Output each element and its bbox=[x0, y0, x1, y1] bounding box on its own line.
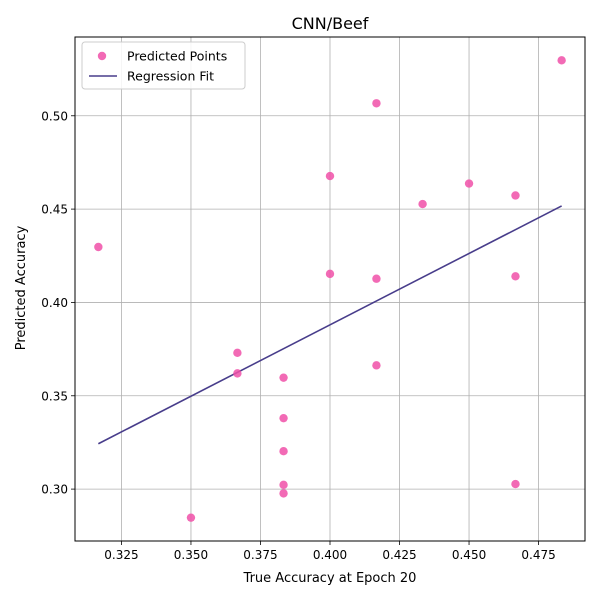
x-tick-label: 0.425 bbox=[382, 548, 416, 562]
legend-label-predicted-points: Predicted Points bbox=[127, 49, 227, 64]
scatter-point bbox=[372, 361, 381, 370]
x-tick-label: 0.475 bbox=[521, 548, 555, 562]
legend-box bbox=[81, 41, 246, 90]
scatter-point bbox=[279, 447, 288, 456]
x-tick-label: 0.350 bbox=[174, 548, 208, 562]
scatter-point bbox=[94, 242, 103, 252]
axis-ticks: 0.325 0.350 0.375 0.400 0.425 0.450 0.475 0.30 0… bbox=[41, 109, 555, 562]
legend-marker-predicted-points bbox=[97, 51, 107, 61]
scatter-point bbox=[279, 413, 288, 423]
legend-label-regression-fit: Regression Fit bbox=[127, 69, 214, 84]
scatter-point bbox=[279, 489, 288, 498]
scatter-point bbox=[325, 269, 335, 279]
scatter-point bbox=[464, 179, 474, 188]
scatter-point bbox=[372, 274, 381, 283]
y-tick-label: 0.30 bbox=[41, 483, 68, 497]
scatter-point bbox=[372, 99, 381, 108]
x-tick-label: 0.325 bbox=[104, 548, 138, 562]
scatter-point bbox=[511, 191, 520, 200]
x-axis-label: True Accuracy at Epoch 20 bbox=[243, 571, 417, 586]
scatter-point bbox=[186, 513, 196, 522]
scatter-point bbox=[233, 369, 242, 378]
legend: Predicted Points Regression Fit bbox=[81, 41, 246, 90]
scatter-point bbox=[325, 171, 335, 181]
y-tick-label: 0.40 bbox=[41, 296, 68, 310]
y-tick-label: 0.50 bbox=[41, 109, 68, 123]
chart-title: CNN/Beef bbox=[292, 14, 369, 33]
scatter-point bbox=[557, 56, 566, 65]
scatter-point bbox=[279, 480, 288, 490]
scatter-point bbox=[233, 348, 242, 358]
plot-series bbox=[94, 56, 566, 522]
regression-fit-line bbox=[97, 205, 563, 445]
y-tick-label: 0.35 bbox=[41, 389, 68, 403]
grid bbox=[75, 37, 585, 541]
scatter-point bbox=[511, 479, 520, 489]
scatter-point bbox=[418, 199, 427, 209]
scatter-point bbox=[279, 373, 288, 382]
scatter-point bbox=[511, 272, 520, 281]
y-axis-label: Predicted Accuracy bbox=[14, 225, 29, 350]
x-tick-label: 0.400 bbox=[313, 548, 347, 562]
y-tick-label: 0.45 bbox=[41, 203, 68, 217]
x-tick-label: 0.375 bbox=[243, 548, 277, 562]
x-tick-label: 0.450 bbox=[452, 548, 486, 562]
